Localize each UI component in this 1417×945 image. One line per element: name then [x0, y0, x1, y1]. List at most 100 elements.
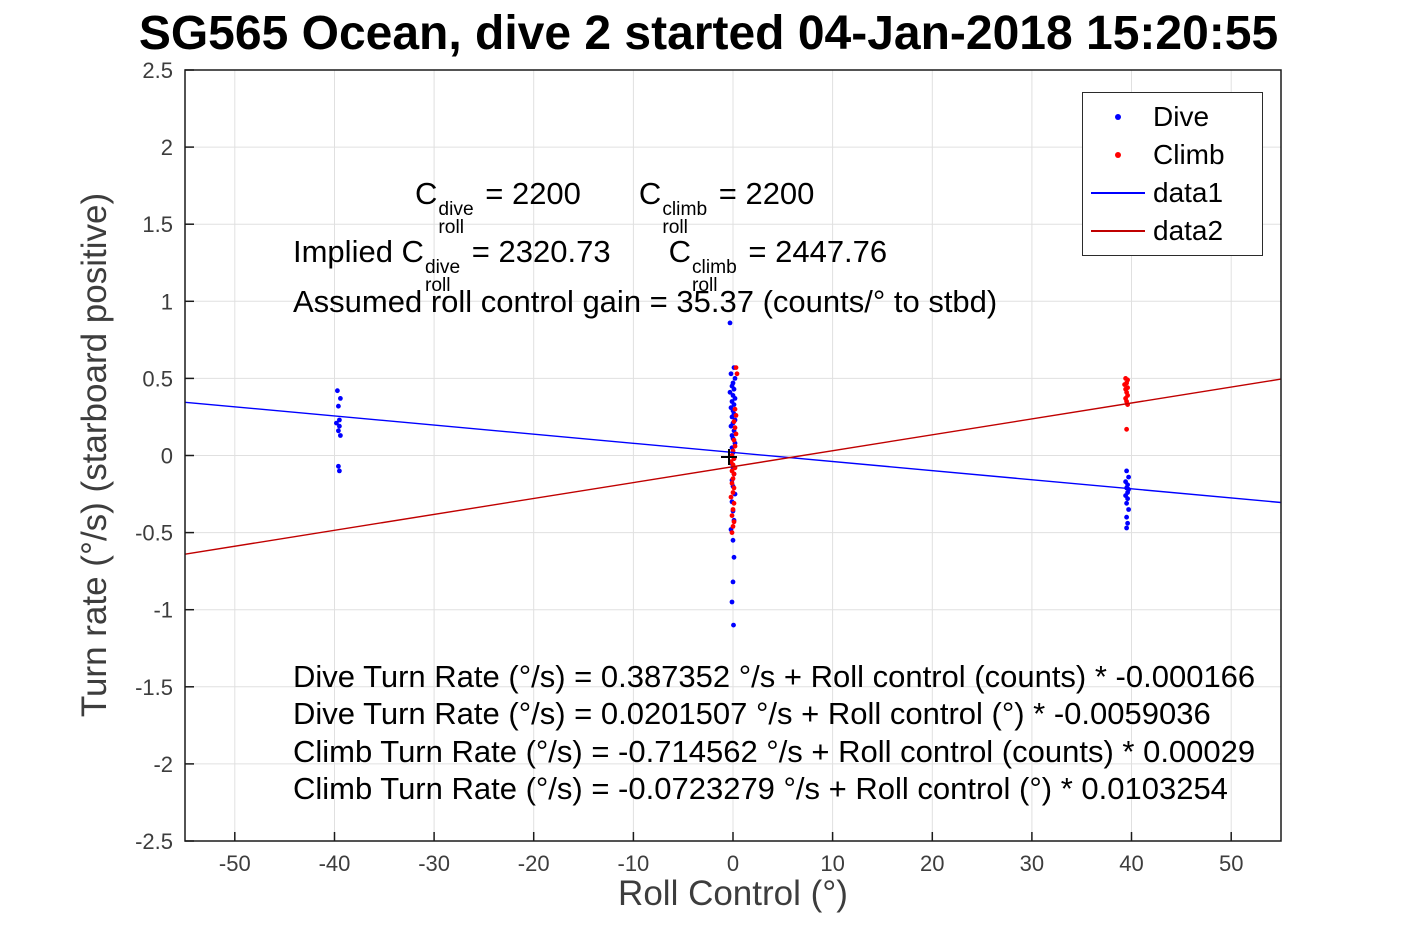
- x-tick-label: -40: [319, 851, 351, 876]
- scatter-point-climb: [731, 500, 737, 506]
- scatter-point-climb: [729, 513, 735, 518]
- scatter-point-climb: [1122, 382, 1127, 387]
- croll-supsub: climb roll: [691, 256, 737, 296]
- y-tick-label: 0.5: [142, 366, 173, 391]
- data1-line-icon: [1083, 192, 1153, 194]
- croll-sup: dive: [424, 256, 461, 278]
- legend: Dive Climb data1 data2: [1082, 92, 1263, 256]
- scatter-point-dive: [728, 371, 734, 377]
- scatter-point-climb: [732, 406, 738, 412]
- x-tick-label: -50: [219, 851, 251, 876]
- dive-marker-icon: [1083, 114, 1153, 120]
- fit-line-data2: [184, 378, 1282, 555]
- scatter-point-climb: [734, 371, 740, 377]
- scatter-point-dive: [337, 417, 342, 423]
- scatter-point-climb: [733, 431, 739, 437]
- scatter-point-dive: [336, 428, 341, 434]
- legend-label-climb: Climb: [1153, 139, 1225, 170]
- y-tick-label: -1.5: [135, 675, 173, 700]
- scatter-point-climb: [728, 494, 734, 500]
- y-tick-label: 0: [161, 444, 173, 469]
- x-tick-label: -10: [618, 851, 650, 876]
- croll-sup: climb: [662, 198, 708, 220]
- x-tick-label: 50: [1219, 851, 1243, 876]
- y-tick-label: 1.5: [142, 212, 173, 237]
- x-tick-label: -30: [418, 851, 450, 876]
- croll-supsub: climb roll: [662, 198, 708, 238]
- y-tick-label: 2.5: [142, 58, 173, 83]
- legend-entry-data2: data2: [1083, 212, 1262, 250]
- scatter-point-dive: [732, 376, 738, 381]
- croll-value: = 2447.76: [739, 234, 888, 269]
- origin-plus-marker: [721, 449, 737, 465]
- scatter-point-dive: [336, 403, 341, 409]
- scatter-point-climb: [730, 507, 736, 512]
- croll-sup: climb: [691, 256, 737, 278]
- scatter-point-dive: [338, 396, 343, 401]
- croll-sub: roll: [424, 274, 451, 296]
- x-axis-label: Roll Control (°): [618, 874, 848, 913]
- fit-line-data1: [184, 401, 1282, 504]
- scatter-point-climb: [731, 471, 737, 477]
- x-tick-label: 30: [1020, 851, 1044, 876]
- y-tick-label: -2.5: [135, 829, 173, 854]
- scatter-point-climb: [733, 365, 739, 370]
- scatter-point-dive: [727, 389, 733, 395]
- scatter-point-climb: [730, 476, 736, 481]
- scatter-point-dive: [1124, 514, 1129, 520]
- scatter-point-dive: [337, 423, 342, 429]
- scatter-point-dive: [1124, 500, 1129, 506]
- croll-symbol: C: [638, 176, 662, 211]
- legend-label-data1: data1: [1153, 177, 1224, 208]
- legend-entry-dive: Dive: [1083, 98, 1262, 136]
- croll-symbol: C: [668, 234, 691, 269]
- croll-supsub: dive roll: [438, 198, 474, 238]
- scatter-point-climb: [731, 519, 737, 525]
- chart-title: SG565 Ocean, dive 2 started 04-Jan-2018 …: [138, 7, 1279, 60]
- croll-value: = 2200: [476, 176, 581, 211]
- scatter-point-dive: [729, 599, 735, 605]
- croll-value: = 2200: [710, 176, 815, 211]
- y-tick-label: -2: [153, 752, 173, 777]
- croll-symbol: C: [415, 176, 438, 211]
- croll-sub: roll: [691, 274, 718, 296]
- scatter-point-climb: [730, 490, 736, 495]
- scatter-point-dive: [1126, 474, 1131, 480]
- scatter-point-dive: [731, 386, 737, 392]
- x-tick-label: 20: [920, 851, 944, 876]
- scatter-point-dive: [337, 468, 342, 474]
- scatter-point-dive: [730, 537, 736, 543]
- scatter-point-climb: [731, 485, 737, 491]
- x-tick-label: 0: [727, 851, 739, 876]
- croll-supsub: dive roll: [424, 256, 461, 296]
- scatter-point-climb: [1124, 426, 1129, 432]
- croll-sup: dive: [438, 198, 474, 220]
- scatter-point-climb: [731, 419, 737, 424]
- croll-sub: roll: [662, 216, 688, 238]
- scatter-point-dive: [729, 414, 735, 420]
- annotation-dive-fit-counts: Dive Turn Rate (°/s) = 0.387352 °/s + Ro…: [293, 659, 1256, 694]
- legend-label-dive: Dive: [1153, 101, 1210, 132]
- scatter-point-climb: [732, 425, 738, 431]
- scatter-point-climb: [732, 443, 738, 449]
- scatter-point-dive: [731, 554, 737, 560]
- scatter-point-dive: [336, 463, 341, 469]
- annotation-climb-fit-degrees: Climb Turn Rate (°/s) = -0.0723279 °/s +…: [293, 771, 1228, 806]
- y-tick-label: 1: [161, 289, 173, 314]
- scatter-point-dive: [1125, 520, 1130, 526]
- scatter-point-dive: [732, 396, 738, 401]
- scatter-point-dive: [338, 433, 343, 438]
- scatter-point-climb: [729, 530, 735, 535]
- x-tick-label: 40: [1119, 851, 1143, 876]
- scatter-point-dive: [335, 388, 340, 394]
- y-axis-label: Turn rate (°/s) (starboard positive): [75, 192, 114, 718]
- scatter-point-dive: [1126, 507, 1131, 512]
- x-tick-label: -20: [518, 851, 550, 876]
- croll-implied-prefix: Implied C: [293, 234, 424, 269]
- scatter-point-climb: [733, 413, 739, 418]
- y-tick-label: 2: [161, 135, 173, 160]
- legend-entry-data1: data1: [1083, 174, 1262, 212]
